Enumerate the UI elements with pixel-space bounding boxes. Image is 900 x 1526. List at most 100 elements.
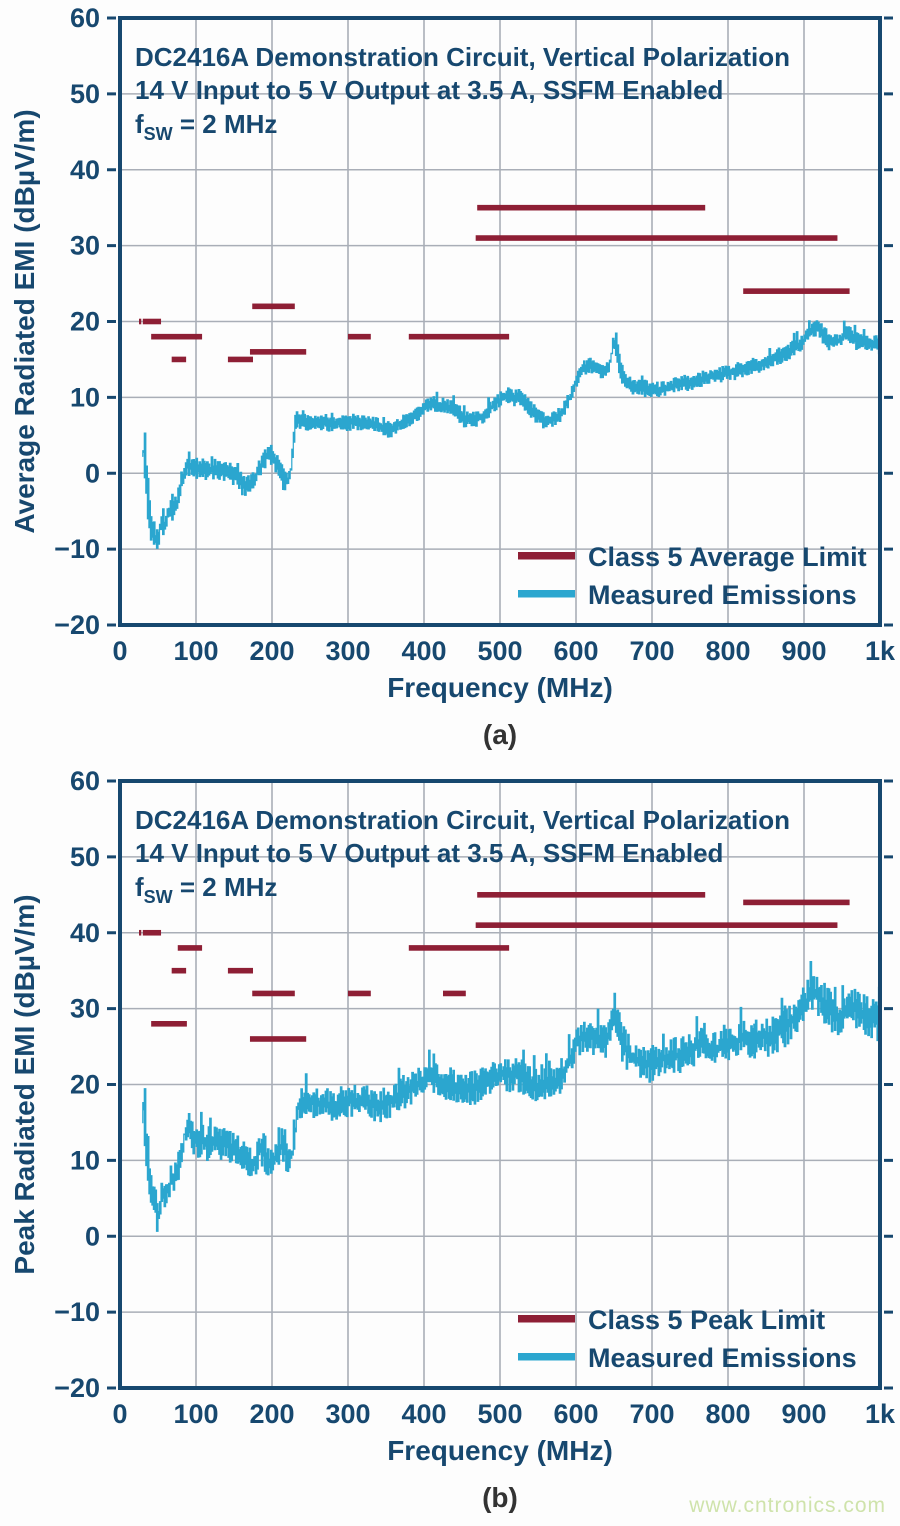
y-tick-label: 60	[70, 766, 100, 796]
x-tick-label: 200	[249, 636, 294, 666]
limit-segment	[142, 318, 162, 325]
legend-swatch-measured	[518, 590, 575, 598]
plot-border	[118, 779, 882, 1390]
subfigure-caption: (b)	[482, 1482, 518, 1513]
plot-border	[118, 16, 882, 627]
measured-trace	[142, 961, 881, 1232]
x-tick-label: 400	[401, 636, 446, 666]
y-axis-title: Peak Radiated EMI (dBµV/m)	[9, 894, 40, 1274]
chart-title-line-2: 14 V Input to 5 V Output at 3.5 A, SSFM …	[135, 75, 723, 105]
limit-segment	[348, 990, 371, 997]
y-tick-label: 10	[70, 1145, 100, 1175]
limit-segments	[139, 204, 850, 363]
chart-title-line-1: DC2416A Demonstration Circuit, Vertical …	[135, 42, 790, 72]
x-axis-title: Frequency (MHz)	[387, 672, 613, 703]
x-tick-label: 300	[325, 636, 370, 666]
limit-segment	[475, 235, 838, 241]
y-tick-label: 0	[85, 458, 100, 488]
y-tick-label: 50	[70, 79, 100, 109]
legend-swatch-limit	[518, 552, 575, 560]
legend-swatch-measured	[518, 1353, 575, 1361]
y-tick-label: 10	[70, 382, 100, 412]
chart-title-line-2: 14 V Input to 5 V Output at 3.5 A, SSFM …	[135, 838, 723, 868]
y-tick-label: 20	[70, 1070, 100, 1100]
limit-segment	[252, 990, 295, 997]
limit-segment	[477, 204, 706, 211]
legend-label: Class 5 Peak Limit	[588, 1305, 825, 1335]
limit-segment	[408, 333, 510, 340]
y-tick-label: 40	[70, 918, 100, 948]
x-tick-label: 300	[325, 1399, 370, 1429]
limit-segment	[177, 945, 203, 951]
limit-segment	[252, 303, 295, 310]
limit-segment	[743, 288, 850, 294]
limit-segment	[171, 967, 187, 974]
y-tick-label: 20	[70, 307, 100, 337]
limit-segment	[227, 967, 253, 974]
fsw-label: fSW = 2 MHz	[135, 109, 277, 144]
axis-ticks	[107, 16, 893, 627]
limit-segment	[139, 318, 142, 325]
chart-title-line-1: DC2416A Demonstration Circuit, Vertical …	[135, 805, 790, 835]
legend: Class 5 Peak Limit Measured Emissions	[518, 1305, 857, 1373]
limit-segment	[171, 356, 187, 363]
limit-segment	[477, 892, 706, 898]
y-tick-label: 50	[70, 842, 100, 872]
x-tick-label: 0	[112, 1399, 127, 1429]
x-tick-label: 100	[173, 1399, 218, 1429]
y-tick-labels: 60 50 40 30 20 10 0 −10 −20	[54, 766, 100, 1403]
limit-segment	[142, 929, 162, 936]
limit-segment	[227, 356, 253, 363]
watermark: www.cntronics.com	[689, 1494, 886, 1517]
limit-segment	[151, 1021, 187, 1027]
y-tick-label: −10	[54, 534, 100, 564]
limit-segment	[743, 899, 850, 906]
x-tick-label: 600	[553, 636, 598, 666]
y-tick-label: 0	[85, 1221, 100, 1251]
limit-segment	[348, 333, 371, 340]
legend: Class 5 Average Limit Measured Emissions	[518, 542, 867, 610]
chart-title: DC2416A Demonstration Circuit, Vertical …	[135, 805, 790, 907]
x-tick-label: 1k	[865, 1399, 896, 1429]
x-tick-label: 900	[781, 1399, 826, 1429]
subfigure-caption: (a)	[483, 719, 517, 750]
chart-b-block: 60 50 40 30 20 10 0 −10 −20 0 100 200 300 400 500 600 70…	[0, 763, 900, 1526]
legend-label: Measured Emissions	[588, 1343, 857, 1373]
x-tick-labels: 0 100 200 300 400 500 600 700 800 900 1k	[112, 1399, 896, 1429]
x-tick-label: 700	[629, 636, 674, 666]
y-axis-title: Average Radiated EMI (dBµV/m)	[9, 109, 40, 533]
limit-segments	[139, 892, 850, 1042]
legend-label: Measured Emissions	[588, 580, 857, 610]
x-axis-title: Frequency (MHz)	[387, 1435, 613, 1466]
x-tick-label: 900	[781, 636, 826, 666]
x-tick-label: 100	[173, 636, 218, 666]
axis-ticks	[107, 779, 893, 1390]
legend-label: Class 5 Average Limit	[588, 542, 867, 572]
chart-a-block: 60 50 40 30 20 10 0 −10 −20 0 100 200 300 400 500 600 70…	[9, 3, 896, 750]
fsw-label: fSW = 2 MHz	[135, 872, 277, 907]
y-tick-label: −10	[54, 1297, 100, 1327]
y-tick-label: 60	[70, 3, 100, 33]
x-tick-label: 1k	[865, 636, 896, 666]
x-tick-label: 0	[112, 636, 127, 666]
x-tick-label: 500	[477, 1399, 522, 1429]
limit-segment	[139, 929, 142, 936]
limit-segment	[249, 349, 307, 355]
measured-trace	[142, 320, 881, 549]
y-tick-label: −20	[54, 610, 100, 640]
x-tick-label: 700	[629, 1399, 674, 1429]
y-tick-label: 30	[70, 994, 100, 1024]
y-tick-labels: 60 50 40 30 20 10 0 −10 −20	[54, 3, 100, 640]
limit-segment	[151, 333, 203, 340]
x-tick-label: 800	[705, 636, 750, 666]
limit-segment	[408, 945, 510, 951]
y-tick-label: −20	[54, 1373, 100, 1403]
y-tick-label: 40	[70, 155, 100, 185]
y-tick-label: 30	[70, 231, 100, 261]
limit-segment	[475, 922, 838, 928]
legend-swatch-limit	[518, 1315, 575, 1323]
limit-segment	[249, 1036, 307, 1042]
